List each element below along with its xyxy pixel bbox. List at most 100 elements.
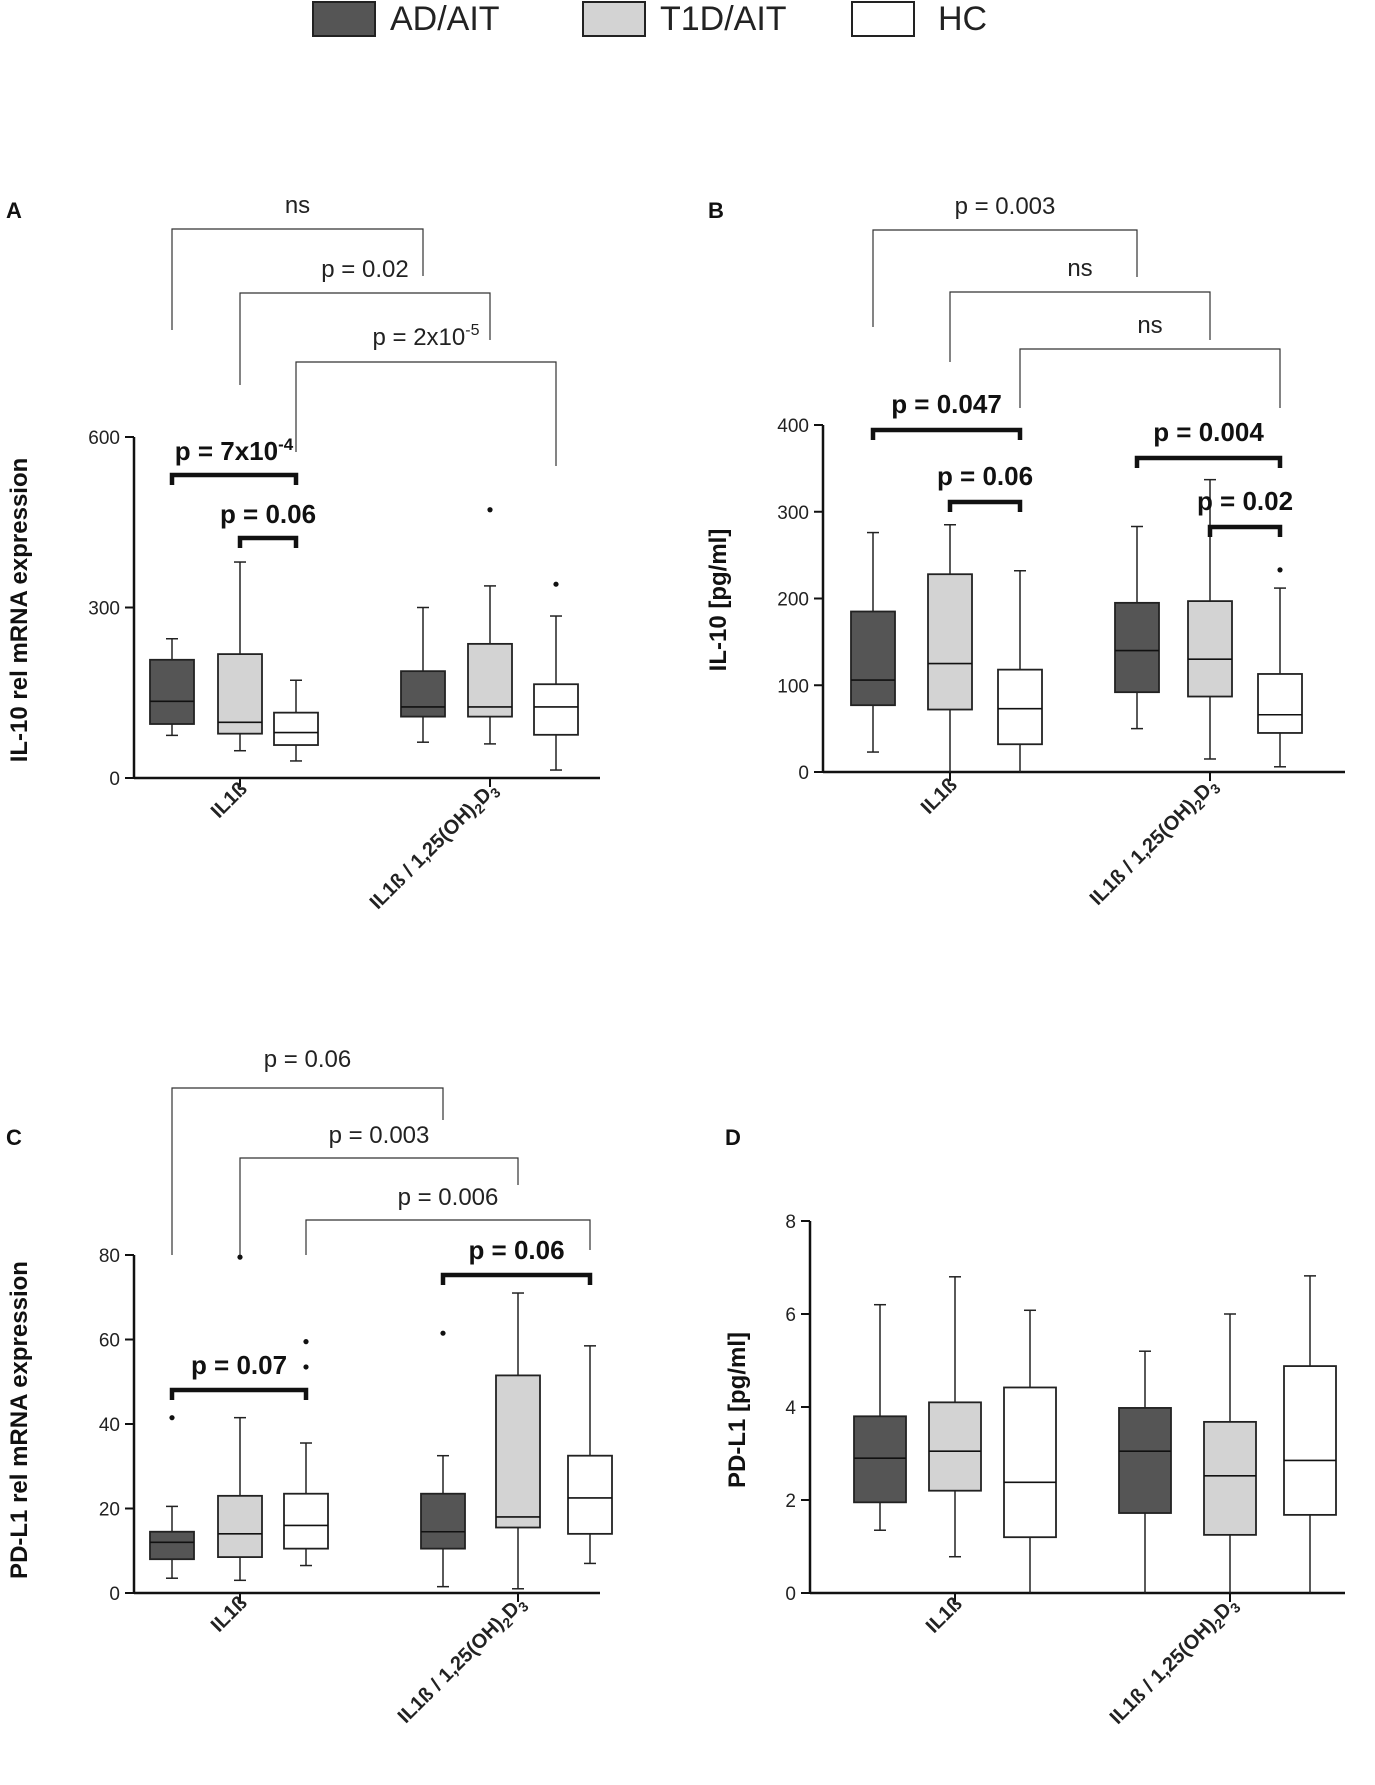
box-1-1 [1187, 478, 1233, 760]
box-iqr [1257, 673, 1303, 734]
bracket-label: p = 2x10-5 [373, 322, 480, 351]
box-1-1 [495, 1292, 541, 1590]
panel-letter: B [708, 198, 724, 223]
box-0-2 [273, 679, 319, 762]
significance-bracket: p = 0.006 [305, 1184, 591, 1255]
x-category-label: IL1ß / 1,25(OH)2D3 [1086, 774, 1224, 912]
box-1-2 [533, 581, 579, 771]
significance-bracket: p = 0.06 [937, 461, 1033, 512]
y-tick-label: 400 [777, 416, 809, 437]
box-iqr [850, 610, 896, 707]
box-0-1 [217, 1254, 263, 1582]
bracket-label: p = 0.003 [329, 1122, 430, 1149]
box-0-0 [853, 1303, 907, 1531]
box-iqr [1203, 1420, 1257, 1536]
significance-bracket: p = 0.02 [1197, 486, 1293, 537]
box-iqr [217, 653, 263, 735]
panel-b: B 0 100 200 300 400 IL-10 [pg/ml] IL1ß IL1ß / 1,… [705, 193, 1345, 912]
box-iqr [149, 1530, 195, 1561]
significance-bracket: ns [171, 192, 424, 330]
bracket-label: p = 0.06 [220, 499, 316, 529]
panel-c: C 0 20 40 60 80 PD-L1 rel mRNA expression IL1ß I… [6, 1046, 613, 1728]
box-iqr [149, 658, 195, 725]
bracket-label: ns [1137, 312, 1162, 339]
y-tick-label: 6 [785, 1305, 796, 1326]
panel-letter: C [6, 1125, 22, 1150]
y-tick-label: 4 [785, 1398, 796, 1419]
bracket-line [872, 229, 1138, 327]
outlier-point [303, 1339, 309, 1345]
box-iqr [853, 1415, 907, 1504]
significance-bracket: p = 0.06 [171, 1046, 444, 1255]
box-iqr [927, 573, 973, 711]
box-1-0 [1114, 525, 1160, 730]
bracket-label: p = 0.006 [398, 1184, 499, 1211]
box-0-0 [850, 531, 896, 753]
significance-bracket: p = 0.07 [169, 1350, 309, 1400]
y-axis-label: PD-L1 [pg/ml] [724, 1332, 751, 1488]
y-tick-label: 300 [777, 503, 809, 524]
outlier-point [553, 581, 559, 587]
panel-a: A 0 300 600 IL-10 rel mRNA expression IL1ß IL1… [6, 192, 600, 914]
significance-bracket: p = 0.02 [239, 256, 491, 385]
bracket-line [440, 1272, 593, 1285]
bracket-line [1019, 348, 1281, 408]
box-1-0 [400, 606, 446, 743]
bracket-line [1134, 455, 1283, 468]
box-1-0 [1118, 1350, 1172, 1593]
box-iqr [217, 1494, 263, 1558]
box-iqr [997, 668, 1043, 746]
outlier-point [440, 1330, 446, 1336]
y-tick-label: 200 [777, 590, 809, 611]
bracket-line [305, 1219, 591, 1255]
bracket-label: p = 0.003 [955, 193, 1056, 220]
x-category-label: IL1ß [207, 778, 252, 823]
box-iqr [495, 1374, 541, 1529]
y-tick-label: 2 [785, 1491, 796, 1512]
box-iqr [400, 670, 446, 718]
y-tick-label: 20 [99, 1500, 120, 1521]
box-iqr [1283, 1365, 1337, 1516]
y-axis-label: IL-10 [pg/ml] [705, 529, 732, 672]
box-1-2 [1257, 567, 1303, 768]
bracket-line [870, 427, 1023, 440]
legend-swatch-2 [851, 1, 915, 37]
bracket-label: p = 0.004 [1153, 417, 1264, 447]
box-0-2 [1003, 1309, 1057, 1593]
box-iqr [273, 711, 319, 746]
bracket-line [295, 361, 557, 466]
box-1-2 [1283, 1275, 1337, 1593]
significance-bracket: p = 0.004 [1134, 417, 1283, 468]
y-tick-label: 40 [99, 1415, 120, 1436]
x-category-label: IL1ß [917, 774, 962, 819]
bracket-line [949, 291, 1211, 362]
y-axis-label: IL-10 rel mRNA expression [6, 458, 33, 763]
significance-bracket: ns [1019, 312, 1281, 408]
x-category-label: IL1ß / 1,25(OH)2D3 [1106, 1593, 1244, 1731]
outlier-point [169, 1415, 175, 1421]
bracket-label: p = 0.06 [264, 1046, 351, 1073]
y-tick-label: 80 [99, 1246, 120, 1267]
box-0-1 [927, 524, 973, 772]
legend-swatch-0 [312, 1, 376, 37]
box-iqr [1118, 1407, 1172, 1514]
x-category-label: IL1ß [207, 1592, 252, 1637]
box-0-2 [997, 569, 1043, 772]
x-category-label: IL1ß [922, 1593, 967, 1638]
box-iqr [928, 1401, 982, 1492]
significance-bracket: p = 0.06 [440, 1235, 593, 1285]
outlier-point [237, 1254, 243, 1260]
box-iqr [283, 1492, 329, 1550]
bracket-line [239, 292, 491, 385]
outlier-point [303, 1364, 309, 1370]
box-0-2 [283, 1339, 329, 1567]
panel-letter: A [6, 198, 22, 223]
significance-bracket: p = 7x10-4 [169, 435, 299, 485]
bracket-label: p = 7x10-4 [175, 435, 294, 466]
box-iqr [1114, 601, 1160, 694]
y-tick-label: 0 [109, 1584, 120, 1605]
significance-bracket: ns [949, 255, 1211, 362]
bracket-label: p = 0.02 [1197, 486, 1293, 516]
legend: AD/AIT T1D/AIT HC [312, 0, 987, 38]
